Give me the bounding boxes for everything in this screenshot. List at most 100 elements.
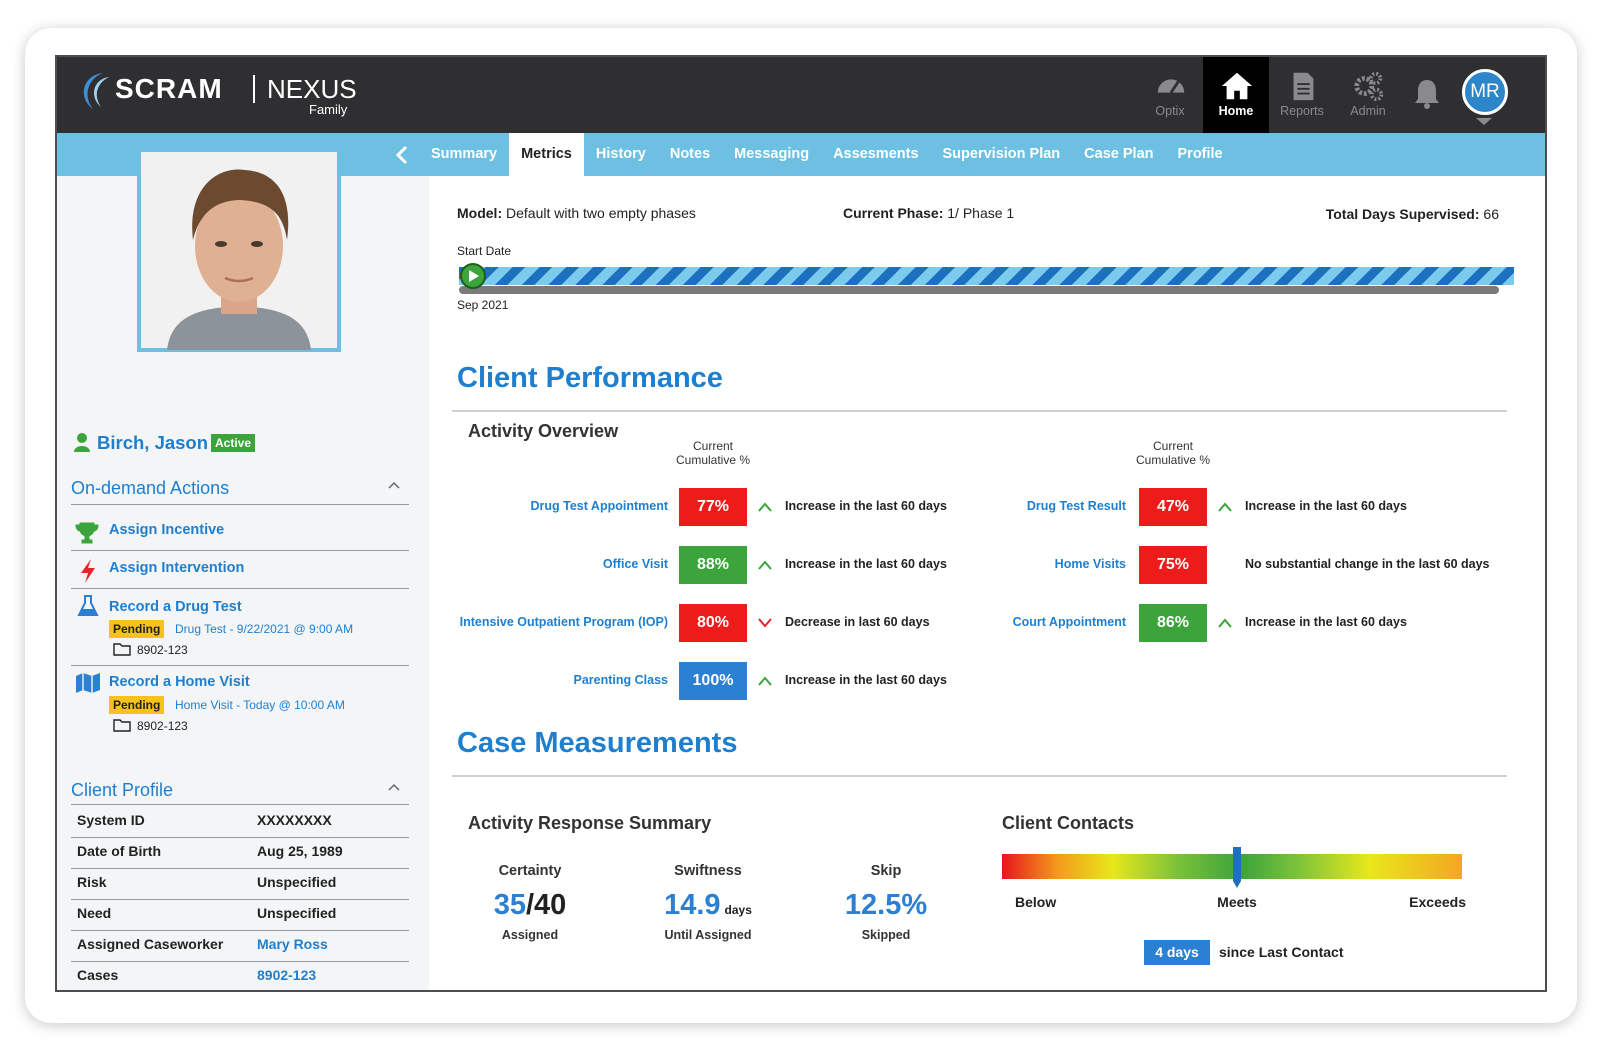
mouth	[224, 276, 254, 283]
profile-value: XXXXXXXX	[257, 812, 332, 828]
gauge-marker	[1233, 847, 1241, 888]
action-detail: Drug Test - 9/22/2021 @ 9:00 AM	[175, 622, 354, 636]
hair	[192, 169, 289, 240]
trend-note: Increase in the last 60 days	[785, 499, 947, 513]
action-link[interactable]: Record a Drug Test	[109, 599, 242, 615]
header: SCRAM NEXUS Family Optix Home Reports Admin…	[57, 57, 1545, 133]
subheading: Activity Overview	[468, 421, 619, 441]
chevron	[1218, 618, 1232, 628]
scale-label: Meets	[1217, 894, 1257, 910]
action-link[interactable]: Assign Intervention	[109, 560, 245, 576]
activity-label: Home Visits	[1054, 557, 1126, 571]
logo-mark	[83, 73, 109, 109]
metric-suffix: /40	[525, 889, 567, 921]
tabs: Summary Metrics History Notes Messaging Asses…	[419, 133, 1235, 176]
bell-icon[interactable]	[1412, 77, 1442, 111]
nav-item[interactable]: Reports	[1269, 57, 1335, 133]
logo-swoosh	[83, 73, 103, 109]
map	[76, 673, 100, 693]
caret	[1476, 118, 1492, 125]
divider	[71, 550, 409, 551]
metric-value: 35/40	[450, 889, 610, 922]
percent-badge: 100%	[679, 662, 747, 700]
activity-label: Office Visit	[602, 557, 668, 571]
metric-suffix: days	[724, 903, 752, 917]
activity-label: Parenting Class	[573, 673, 668, 687]
activity-label: Intensive Outpatient Program (IOP)	[459, 615, 668, 629]
field-value: 1/ Phase 1	[947, 205, 1015, 221]
profile-link[interactable]: Mary Ross	[257, 936, 328, 952]
action-link[interactable]: Assign Incentive	[109, 522, 225, 538]
action-detail: Home Visit - Today @ 10:00 AM	[175, 698, 345, 712]
profile-key: Cases	[77, 967, 119, 983]
chevron	[758, 618, 772, 628]
tab[interactable]: Profile	[1177, 146, 1223, 162]
trend-note: Increase in the last 60 days	[785, 673, 947, 687]
scale-label: Exceeds	[1409, 894, 1466, 910]
nav-item[interactable]: Home	[1203, 57, 1269, 133]
action-link[interactable]: Record a Home Visit	[109, 674, 250, 690]
back-chevron[interactable]	[395, 145, 409, 165]
section-title: On-demand Actions	[71, 478, 230, 498]
section-title: Client Profile	[71, 780, 174, 800]
divider	[71, 899, 409, 900]
bell-clapper	[1424, 103, 1430, 109]
tab[interactable]: History	[595, 146, 646, 162]
metric-caption: Assigned	[501, 928, 559, 942]
folder	[113, 719, 131, 732]
trend-arrow	[1218, 618, 1232, 628]
trend-note: Increase in the last 60 days	[1245, 499, 1407, 513]
collapse-chevron[interactable]	[387, 480, 401, 490]
tab[interactable]: Assesments	[833, 146, 919, 162]
percent-badge: 77%	[679, 488, 747, 526]
subproduct: Family	[309, 102, 348, 117]
tab[interactable]: Case Plan	[1084, 146, 1154, 162]
column-header: Current Cumulative %	[675, 439, 751, 467]
tab[interactable]: Notes	[669, 146, 711, 162]
play	[469, 270, 479, 282]
section-heading: Case Measurements	[457, 727, 738, 759]
trend-arrow	[758, 560, 772, 570]
nav-icon	[1293, 72, 1314, 101]
percent-badge: 88%	[679, 546, 747, 584]
divider	[452, 775, 1507, 777]
nav-icon	[1221, 72, 1253, 100]
subheading: Activity Response Summary	[468, 813, 712, 833]
tab[interactable]: Supervision Plan	[942, 146, 1061, 162]
trophy	[75, 522, 99, 544]
avatar-caret	[1476, 118, 1492, 125]
nav-item[interactable]: Optix	[1137, 57, 1203, 133]
divider	[71, 868, 409, 869]
liquid	[80, 609, 96, 614]
percent-badge: 80%	[679, 604, 747, 642]
trophy-icon	[75, 522, 99, 544]
avatar[interactable]: MR	[1462, 69, 1508, 115]
nav-item[interactable]: Admin	[1335, 57, 1401, 133]
tab[interactable]: Metrics	[509, 133, 584, 176]
activity-label: Drug Test Appointment	[530, 499, 669, 513]
bolt	[81, 559, 95, 583]
collapse-chevron[interactable]	[387, 782, 401, 792]
profile-value: Unspecified	[257, 905, 337, 921]
logo-divider	[253, 75, 255, 103]
start-label: Start Date	[457, 244, 512, 258]
tab[interactable]: Messaging	[734, 146, 810, 162]
nav-icon	[1354, 71, 1384, 102]
flask	[77, 595, 99, 616]
metric-label: Certainty	[498, 863, 562, 879]
metric-caption: Until Assigned	[664, 928, 752, 942]
trend-arrow	[758, 502, 772, 512]
eye	[251, 241, 263, 247]
shirt	[167, 306, 311, 350]
scale-label: Below	[1015, 894, 1057, 910]
folder-icon	[113, 643, 131, 656]
metric-value: 14.9 days	[628, 889, 788, 922]
profile-link[interactable]: 8902-123	[257, 967, 317, 983]
divider	[71, 588, 409, 589]
percent-badge: 86%	[1139, 604, 1207, 642]
tab[interactable]: Summary	[431, 146, 498, 162]
eye	[215, 241, 227, 247]
chevron	[1218, 502, 1232, 512]
bell-body	[1415, 80, 1439, 103]
